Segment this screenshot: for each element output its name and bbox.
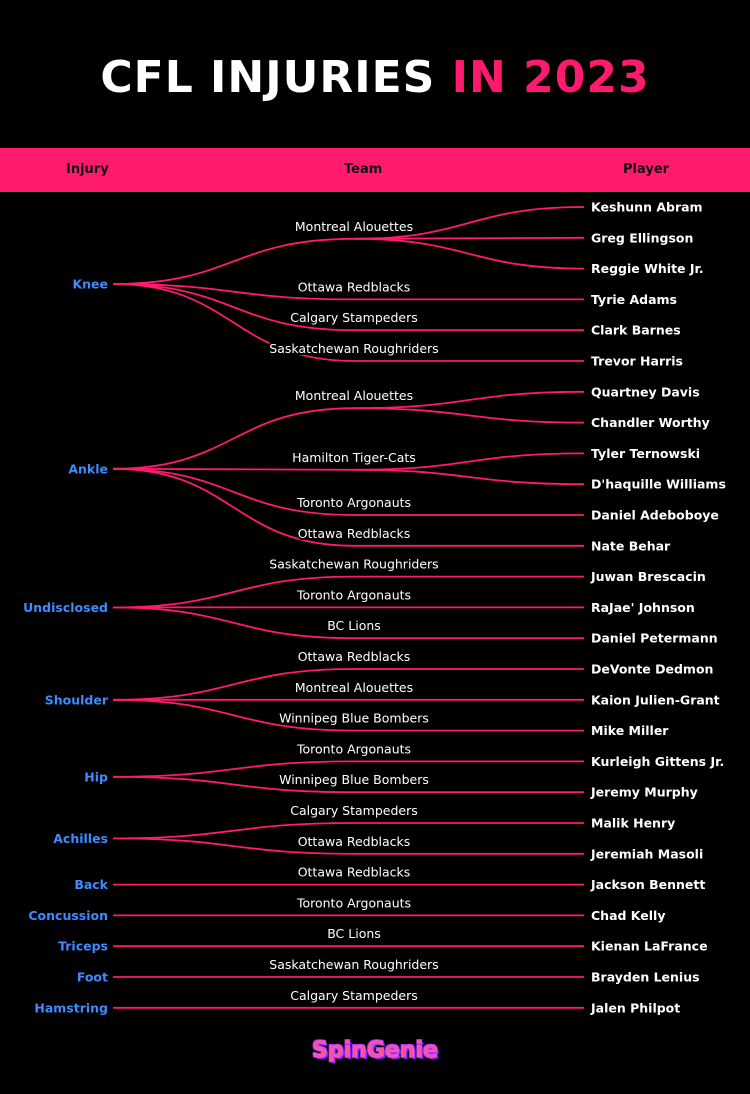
player-name: Jackson Bennett: [590, 877, 705, 892]
player-name: Greg Ellingson: [591, 230, 693, 245]
player-name: Trevor Harris: [591, 354, 683, 369]
player-name: Tyrie Adams: [591, 292, 677, 307]
team-name: Montreal Alouettes: [295, 219, 413, 234]
player-name: Malik Henry: [591, 816, 675, 831]
injury-team-connector: [112, 467, 355, 516]
player-name: Kurleigh Gittens Jr.: [591, 754, 724, 769]
injury-name: Ankle: [68, 461, 108, 476]
player-name: Clark Barnes: [591, 323, 681, 338]
team-name: BC Lions: [327, 926, 381, 941]
team-name: Montreal Alouettes: [295, 680, 413, 695]
header-team: Team: [344, 162, 383, 177]
team-player-connector: [353, 407, 585, 424]
injury-name: Knee: [72, 277, 108, 292]
team-name: Saskatchewan Roughriders: [269, 957, 438, 972]
team-name: Calgary Stampeders: [290, 310, 418, 325]
title-main: CFL INJURIES: [100, 52, 436, 103]
injury-team-connector: [112, 467, 355, 547]
injury-name: Achilles: [53, 831, 108, 846]
player-name: Brayden Lenius: [591, 970, 700, 985]
team-player-connector: [353, 452, 585, 471]
team-name: Toronto Argonauts: [296, 587, 411, 602]
logo-text: SpinGenie: [312, 1038, 438, 1063]
player-name: Reggie White Jr.: [591, 261, 704, 276]
team-name: Winnipeg Blue Bombers: [279, 772, 429, 787]
team-name: Toronto Argonauts: [296, 741, 411, 756]
injury-name: Concussion: [28, 908, 108, 923]
player-name: D'haquille Williams: [591, 477, 726, 492]
team-name: Hamilton Tiger-Cats: [292, 450, 416, 465]
player-name: Tyler Ternowski: [591, 446, 700, 461]
injury-team-connector: [112, 283, 355, 362]
spingenie-logo: SpinGenie: [0, 1038, 750, 1063]
injury-team-connector: [112, 575, 355, 609]
injury-name: Foot: [77, 970, 108, 985]
header-injury: Injury: [66, 162, 109, 177]
injury-team-connector: [112, 467, 355, 471]
injury-team-connector: [112, 283, 355, 332]
team-player-connector: [353, 236, 585, 240]
injury-team-connector: [112, 698, 355, 732]
injury-team-connector: [112, 237, 355, 285]
player-name: Kaion Julien-Grant: [591, 692, 720, 707]
injury-team-connector: [112, 606, 355, 640]
injury-name: Hip: [84, 769, 108, 784]
player-name: Chandler Worthy: [591, 415, 710, 430]
player-name: Jalen Philpot: [590, 1000, 680, 1015]
header-player: Player: [623, 162, 670, 177]
player-name: Kienan LaFrance: [591, 939, 708, 954]
team-name: Ottawa Redblacks: [298, 865, 411, 880]
team-name: BC Lions: [327, 618, 381, 633]
team-name: Calgary Stampeders: [290, 803, 418, 818]
team-name: Calgary Stampeders: [290, 988, 418, 1003]
player-name: Quartney Davis: [591, 384, 700, 399]
team-name: Ottawa Redblacks: [298, 526, 411, 541]
injury-name: Shoulder: [45, 692, 109, 707]
team-name: Montreal Alouettes: [295, 388, 413, 403]
player-name: Nate Behar: [591, 538, 671, 553]
team-player-connector: [353, 468, 585, 486]
injury-team-connector: [112, 822, 355, 840]
injury-team-connector: [112, 283, 355, 301]
team-name: Saskatchewan Roughriders: [269, 341, 438, 356]
team-name: Toronto Argonauts: [296, 495, 411, 510]
page-title: CFL INJURIES IN 2023: [0, 52, 750, 103]
player-name: Keshunn Abram: [591, 200, 703, 215]
player-name: DeVonte Dedmon: [591, 662, 713, 677]
team-name: Winnipeg Blue Bombers: [279, 711, 429, 726]
column-header-bar: Injury Team Player: [0, 148, 750, 192]
injury-team-connector: [112, 760, 355, 778]
injury-name: Hamstring: [34, 1000, 108, 1015]
injury-team-connector: [112, 837, 355, 855]
player-name: Jeremy Murphy: [590, 785, 698, 800]
injury-team-connector: [112, 668, 355, 701]
injury-team-connector: [112, 407, 355, 470]
player-name: RaJae' Johnson: [591, 600, 695, 615]
team-name: Ottawa Redblacks: [298, 649, 411, 664]
player-name: Chad Kelly: [591, 908, 665, 923]
title-accent: IN 2023: [451, 52, 650, 103]
player-name: Jeremiah Masoli: [590, 846, 703, 861]
team-name: Saskatchewan Roughriders: [269, 557, 438, 572]
injury-name: Back: [74, 877, 108, 892]
team-name: Toronto Argonauts: [296, 895, 411, 910]
player-name: Daniel Petermann: [591, 631, 718, 646]
team-player-connector: [353, 390, 585, 410]
team-name: Ottawa Redblacks: [298, 279, 411, 294]
injury-name: Undisclosed: [23, 600, 108, 615]
player-name: Daniel Adeboboye: [591, 508, 719, 523]
injury-team-connector: [112, 775, 355, 794]
player-name: Juwan Brescacin: [590, 569, 706, 584]
team-player-connector: [353, 206, 585, 240]
player-name: Mike Miller: [591, 723, 669, 738]
team-player-connector: [353, 237, 585, 270]
injury-name: Triceps: [58, 939, 108, 954]
team-name: Ottawa Redblacks: [298, 834, 411, 849]
